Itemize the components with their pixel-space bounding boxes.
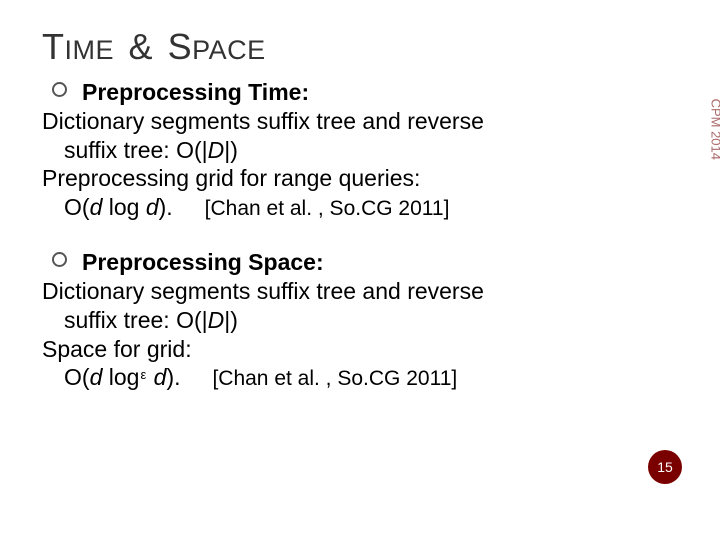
text: ). xyxy=(159,194,173,220)
title-word2-cap: S xyxy=(168,26,193,67)
title-amp: & xyxy=(129,26,154,67)
block-preprocessing-space: Preprocessing Space: Dictionary segments… xyxy=(36,248,684,392)
var-d-cap: D xyxy=(208,137,225,163)
text: |) xyxy=(224,307,238,333)
page-number-badge: 15 xyxy=(648,450,682,484)
block2-line2: suffix tree: O(|D|) xyxy=(64,306,684,335)
text: O( xyxy=(64,194,90,220)
citation: [Chan et al. , So.CG 2011] xyxy=(205,197,450,220)
var-d: d xyxy=(147,364,166,390)
slide-title: TIME & SPACE xyxy=(42,26,684,68)
block1-line2: suffix tree: O(|D|) xyxy=(64,136,684,165)
text: suffix tree: O(| xyxy=(64,307,208,333)
epsilon-superscript: ε xyxy=(140,367,146,382)
bullet-icon xyxy=(52,82,67,97)
conference-label: CPM 2014 xyxy=(708,99,720,160)
block2-line1: Dictionary segments suffix tree and reve… xyxy=(42,277,684,306)
text: ). xyxy=(166,364,180,390)
slide-body: Preprocessing Time: Dictionary segments … xyxy=(36,78,684,393)
slide: TIME & SPACE Preprocessing Time: Diction… xyxy=(0,0,720,540)
var-d-cap: D xyxy=(208,307,225,333)
var-d: d xyxy=(90,364,103,390)
block-preprocessing-time: Preprocessing Time: Dictionary segments … xyxy=(36,78,684,222)
block2-line3: Space for grid: xyxy=(42,335,684,364)
title-word2-rest: PACE xyxy=(192,35,266,65)
block1-line4: O(d log d). [Chan et al. , So.CG 2011] xyxy=(64,193,684,222)
block2-heading: Preprocessing Space: xyxy=(82,249,324,275)
block1-line3: Preprocessing grid for range queries: xyxy=(42,164,684,193)
text: suffix tree: O(| xyxy=(64,137,208,163)
text: |) xyxy=(224,137,238,163)
var-d: d xyxy=(146,194,159,220)
title-word1-rest: IME xyxy=(65,35,115,65)
block1-heading: Preprocessing Time: xyxy=(82,79,309,105)
bullet-line: Preprocessing Space: xyxy=(42,248,684,277)
bullet-line: Preprocessing Time: xyxy=(42,78,684,107)
text: log xyxy=(102,364,139,390)
block2-line4: O(d logε d). [Chan et al. , So.CG 2011] xyxy=(64,363,684,392)
text: O( xyxy=(64,364,90,390)
var-d: d xyxy=(90,194,103,220)
title-word1-cap: T xyxy=(42,26,65,67)
citation: [Chan et al. , So.CG 2011] xyxy=(212,367,457,390)
text: log xyxy=(102,194,145,220)
page-number: 15 xyxy=(657,459,673,475)
block1-line1: Dictionary segments suffix tree and reve… xyxy=(42,107,684,136)
bullet-icon xyxy=(52,252,67,267)
